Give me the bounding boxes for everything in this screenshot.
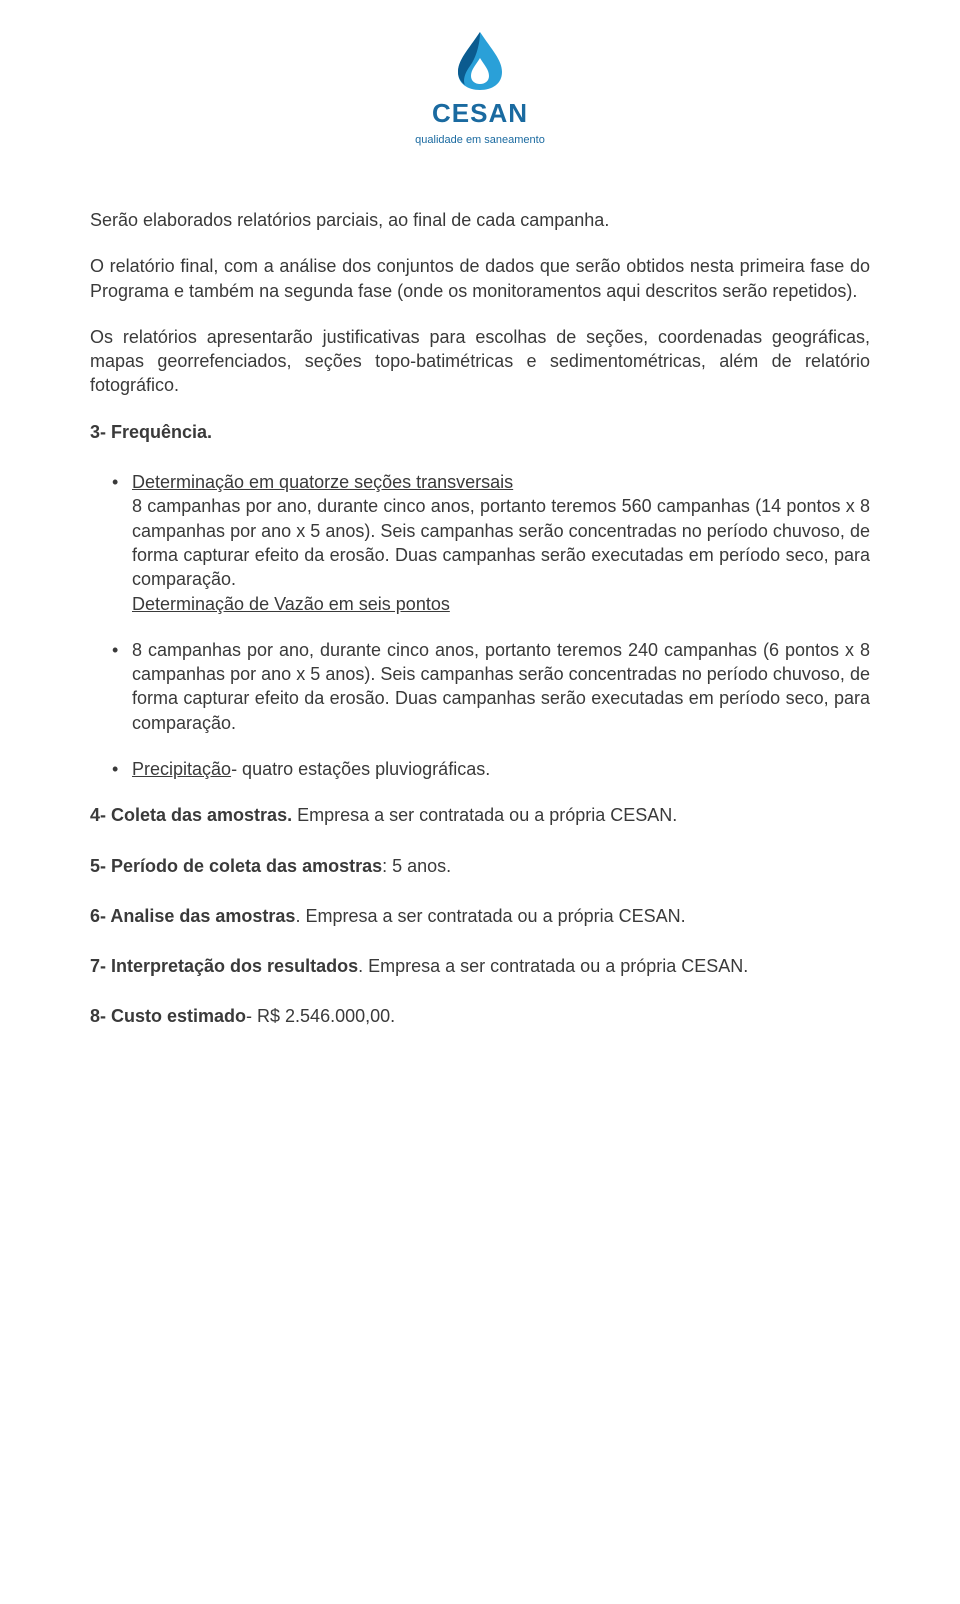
- bullet-3-title: Precipitação: [132, 759, 231, 779]
- paragraph-3: Os relatórios apresentarão justificativa…: [90, 325, 870, 398]
- section-6-rest: . Empresa a ser contratada ou a própria …: [295, 906, 685, 926]
- list-item: Determinação em quatorze seções transver…: [90, 470, 870, 616]
- section-4: 4- Coleta das amostras. Empresa a ser co…: [90, 803, 870, 827]
- section-7-rest: . Empresa a ser contratada ou a própria …: [358, 956, 748, 976]
- section-6-label: 6- Analise das amostras: [90, 906, 295, 926]
- section-7-label: 7- Interpretação dos resultados: [90, 956, 358, 976]
- section-5-label: 5- Período de coleta das amostras: [90, 856, 382, 876]
- logo-tagline: qualidade em saneamento: [415, 133, 545, 148]
- section-3-label: 3- Frequência.: [90, 422, 212, 442]
- section-4-label: 4- Coleta das amostras.: [90, 805, 292, 825]
- frequency-list: Determinação em quatorze seções transver…: [90, 470, 870, 781]
- bullet-1-title: Determinação em quatorze seções transver…: [132, 472, 513, 492]
- bullet-1-subtitle: Determinação de Vazão em seis pontos: [132, 594, 450, 614]
- section-6: 6- Analise das amostras. Empresa a ser c…: [90, 904, 870, 928]
- list-item: Precipitação- quatro estações pluviográf…: [90, 757, 870, 781]
- paragraph-2: O relatório final, com a análise dos con…: [90, 254, 870, 303]
- section-5-rest: : 5 anos.: [382, 856, 451, 876]
- section-4-rest: Empresa a ser contratada ou a própria CE…: [292, 805, 677, 825]
- logo-brand-text: CESAN: [432, 96, 528, 131]
- section-8: 8- Custo estimado- R$ 2.546.000,00.: [90, 1004, 870, 1028]
- section-3-title: 3- Frequência.: [90, 420, 870, 444]
- list-item: 8 campanhas por ano, durante cinco anos,…: [90, 638, 870, 735]
- section-5: 5- Período de coleta das amostras: 5 ano…: [90, 854, 870, 878]
- bullet-2-body: 8 campanhas por ano, durante cinco anos,…: [132, 640, 870, 733]
- paragraph-1: Serão elaborados relatórios parciais, ao…: [90, 208, 870, 232]
- logo: CESAN qualidade em saneamento: [90, 30, 870, 148]
- section-8-label: 8- Custo estimado: [90, 1006, 246, 1026]
- section-7: 7- Interpretação dos resultados. Empresa…: [90, 954, 870, 978]
- section-8-rest: - R$ 2.546.000,00.: [246, 1006, 395, 1026]
- logo-drop-icon: [454, 30, 506, 92]
- bullet-3-rest: - quatro estações pluviográficas.: [231, 759, 490, 779]
- bullet-1-body: 8 campanhas por ano, durante cinco anos,…: [132, 496, 870, 589]
